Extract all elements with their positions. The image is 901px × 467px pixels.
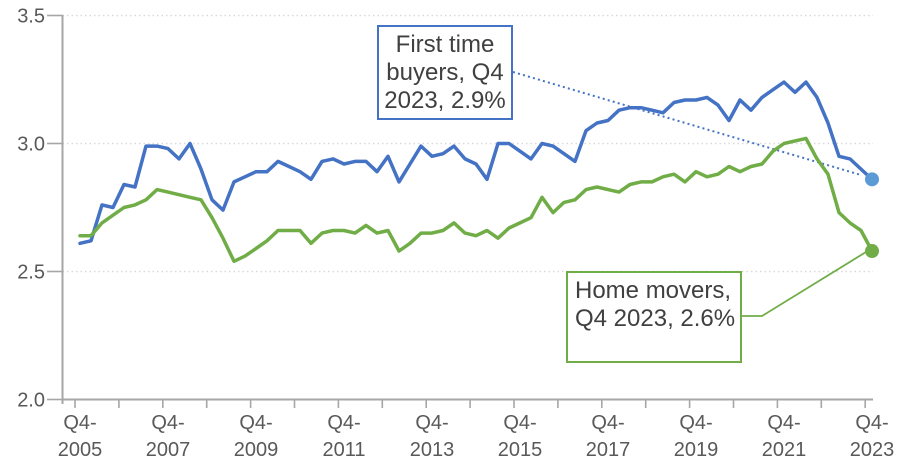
x-axis-tick-label: Q4-2021: [762, 412, 807, 461]
x-axis-tick-label: Q4-2013: [410, 412, 455, 461]
first-time-buyers-leader-line: [512, 71, 862, 176]
x-axis-tick-label: Q4-2007: [146, 412, 191, 461]
y-axis-tick-label: 3.5: [17, 6, 45, 28]
first-time-buyers-callout: First time buyers, Q4 2023, 2.9%: [377, 25, 513, 120]
x-axis-tick-label: Q4-2005: [58, 412, 103, 461]
y-axis-tick-label: 3.0: [17, 134, 45, 156]
x-axis-tick-label: Q4-2017: [586, 412, 631, 461]
callout-text-line: buyers, Q4: [386, 58, 504, 86]
y-axis-tick-label: 2.0: [17, 390, 45, 412]
x-axis-tick-label: Q4-2009: [234, 412, 279, 461]
home-movers-leader-line: [742, 251, 867, 317]
y-axis-tick-label: 2.5: [17, 262, 45, 284]
first-time-buyers-end-marker: [865, 172, 879, 187]
callout-text-line: 2023, 2.9%: [384, 86, 506, 114]
x-axis-tick-label: Q4-2019: [674, 412, 719, 461]
home-movers-line: [78, 136, 874, 264]
callout-text-line: First time: [395, 30, 495, 58]
x-axis-tick-label: Q4-2011: [322, 412, 365, 461]
home-movers-callout: Home movers, Q4 2023, 2.6%: [566, 271, 742, 363]
x-axis-tick-label: Q4-2023: [850, 412, 895, 461]
x-axis-tick-label: Q4-2015: [498, 412, 543, 461]
first-time-buyers-line: [78, 80, 874, 246]
callout-text-line: Q4 2023, 2.6%: [575, 305, 736, 332]
callout-text-line: Home movers,: [575, 277, 732, 304]
home-movers-end-marker: [865, 244, 879, 259]
